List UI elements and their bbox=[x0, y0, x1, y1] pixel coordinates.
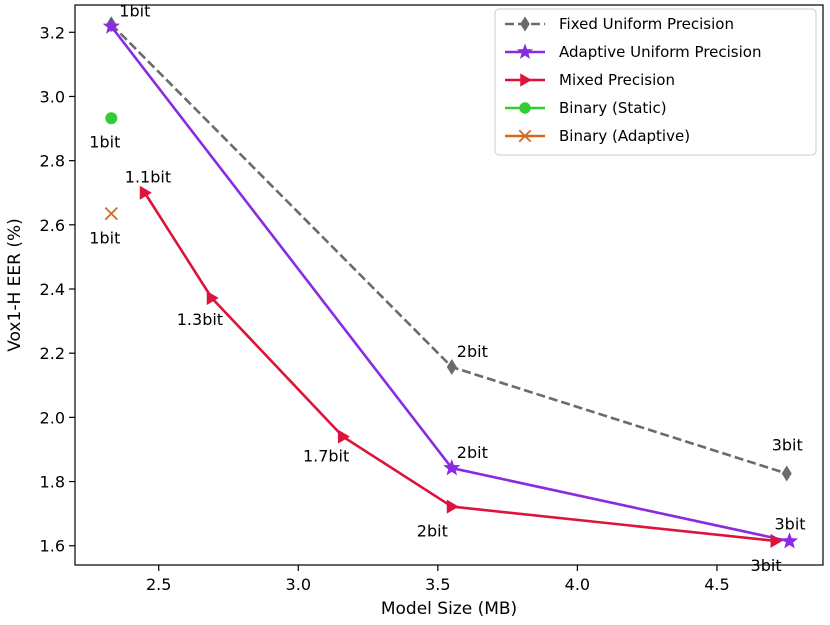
plot-area: 1bit 2bit 3bit 2bit 3bit 1.1bit 1.3bit 1.7bit 2b… bbox=[89, 1, 805, 575]
data-point-s1-p0 bbox=[102, 17, 120, 34]
data-label-s1-p1: 2bit bbox=[457, 443, 488, 462]
y-tick-label-7: 3.0 bbox=[40, 87, 65, 106]
axes: 2.5 3.0 3.5 4.0 4.5 1.6 1.8 2.0 2.2 2.4 2.6 2.8 3.0 3… bbox=[40, 4, 824, 594]
data-point-s4-p0-stroke-b bbox=[104, 206, 118, 221]
data-point-s1-p1 bbox=[443, 459, 461, 476]
data-label-s2-p0: 1.1bit bbox=[125, 168, 171, 187]
x-tick-label-3: 4.0 bbox=[565, 575, 590, 594]
x-tick-label-4: 4.5 bbox=[704, 575, 729, 594]
y-tick-label-0: 1.6 bbox=[40, 537, 65, 556]
data-label-s2-p3: 2bit bbox=[417, 522, 448, 541]
data-label-s1-p2: 3bit bbox=[775, 514, 806, 533]
legend-label-3: Binary (Static) bbox=[559, 99, 667, 117]
y-tick-label-6: 2.8 bbox=[40, 152, 65, 171]
y-tick-label-5: 2.6 bbox=[40, 216, 65, 235]
series-line-2 bbox=[143, 192, 776, 543]
data-point-s3-p0 bbox=[105, 112, 118, 125]
data-point-s0-p1 bbox=[446, 358, 457, 375]
legend-label-4: Binary (Adaptive) bbox=[559, 127, 690, 145]
data-label-s0-p1: 2bit bbox=[457, 342, 488, 361]
x-tick-label-2: 3.5 bbox=[425, 575, 450, 594]
legend-marker-2 bbox=[520, 73, 532, 87]
legend-marker-3 bbox=[519, 102, 531, 114]
legend-label-0: Fixed Uniform Precision bbox=[559, 15, 734, 33]
data-label-s0-p0: 1bit bbox=[119, 1, 150, 20]
data-label-s4-p0: 1bit bbox=[89, 229, 120, 248]
data-point-s0-p2 bbox=[781, 465, 792, 482]
data-point-s1-p2 bbox=[780, 532, 799, 549]
legend-marker-4 bbox=[518, 129, 532, 143]
axes-frame bbox=[74, 4, 824, 566]
data-label-s3-p0: 1bit bbox=[89, 132, 120, 151]
data-point-s2-p4 bbox=[770, 533, 783, 548]
data-label-s2-p1: 1.3bit bbox=[177, 310, 223, 329]
x-tick-label-1: 3.0 bbox=[286, 575, 311, 594]
data-point-s2-p1 bbox=[206, 290, 219, 305]
x-tick-label-0: 2.5 bbox=[146, 575, 171, 594]
y-tick-label-4: 2.4 bbox=[40, 280, 65, 299]
legend-box bbox=[494, 8, 817, 156]
data-label-s2-p2: 1.7bit bbox=[303, 447, 349, 466]
data-point-s2-p3 bbox=[446, 499, 459, 514]
data-point-s2-p0 bbox=[139, 185, 152, 200]
legend-marker-0 bbox=[520, 16, 530, 32]
x-axis-label: Model Size (MB) bbox=[381, 599, 517, 619]
legend-label-1: Adaptive Uniform Precision bbox=[559, 43, 761, 61]
y-tick-label-1: 1.8 bbox=[40, 473, 65, 492]
legend: Fixed Uniform Precision Adaptive Uniform … bbox=[494, 8, 817, 156]
legend-marker-4-stroke-b bbox=[518, 129, 532, 143]
legend-marker-1 bbox=[516, 43, 534, 59]
legend-label-2: Mixed Precision bbox=[559, 71, 675, 89]
y-tick-label-8: 3.2 bbox=[40, 23, 65, 42]
data-point-s2-p2 bbox=[337, 429, 350, 444]
data-label-s0-p2: 3bit bbox=[772, 436, 803, 455]
y-tick-label-3: 2.2 bbox=[40, 344, 65, 363]
y-axis-label: Vox1-H EER (%) bbox=[5, 218, 25, 352]
y-tick-label-2: 2.0 bbox=[40, 408, 65, 427]
data-point-s4-p0 bbox=[104, 206, 118, 221]
